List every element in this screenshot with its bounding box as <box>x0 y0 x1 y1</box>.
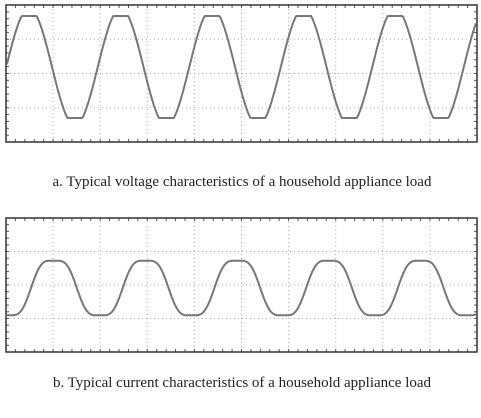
current-plot <box>5 217 478 353</box>
waveform <box>7 259 477 317</box>
waveform <box>6 15 477 119</box>
caption: a. Typical voltage characteristics of a … <box>52 174 432 190</box>
plot-frame <box>5 217 478 353</box>
plot-frame <box>5 4 478 143</box>
voltage-plot <box>5 4 478 143</box>
caption: b. Typical current characteristics of a … <box>52 375 432 391</box>
